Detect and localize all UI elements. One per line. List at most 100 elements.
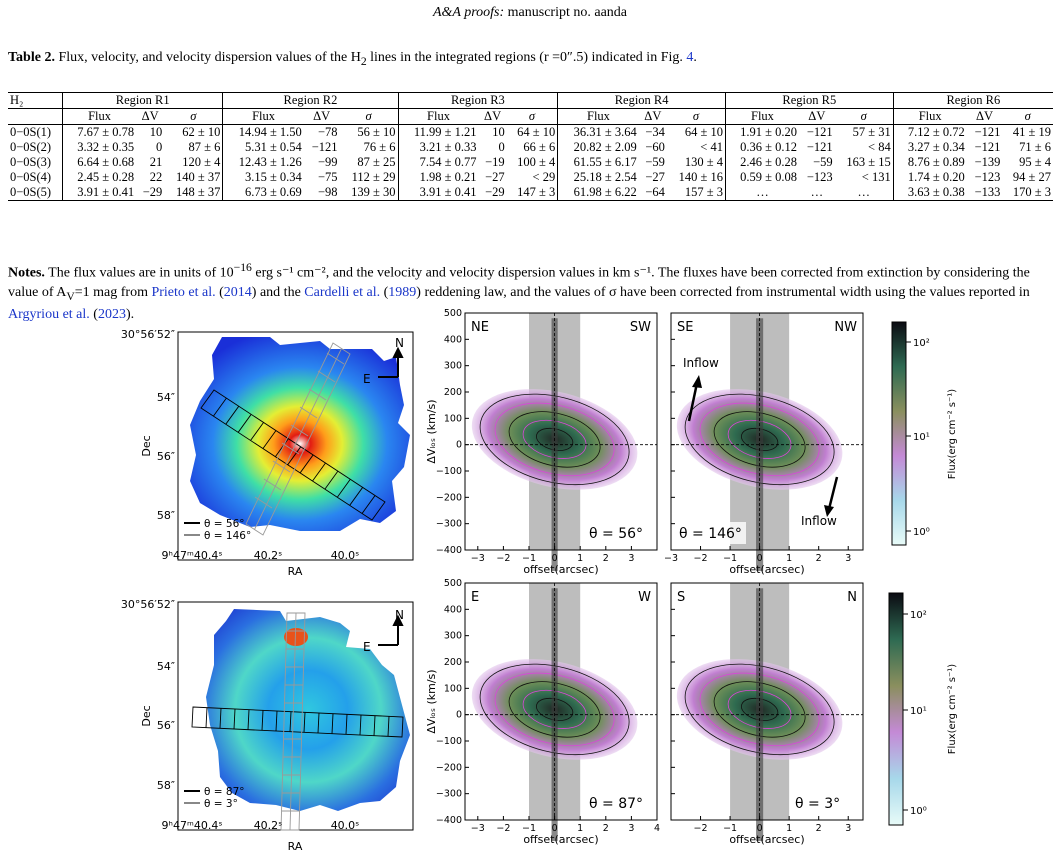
caption-end: . (693, 50, 697, 65)
contour (727, 689, 792, 729)
table-cell: 7.12 ± 0.72 (892, 124, 967, 140)
cite-prieto-year[interactable]: 2014 (223, 284, 252, 300)
dec-axis-label: Dec (140, 705, 153, 726)
table-cell: 41 ± 19 (1012, 125, 1051, 139)
x-tick-label: 4 (654, 823, 660, 834)
figure-4: N E θ = 56° θ = 146° 30°56′52″ 54″ 56″ 5… (121, 308, 958, 853)
table-cell: 1.91 ± 0.20 (724, 124, 799, 140)
table-cell: 64 ± 10 (684, 125, 723, 139)
column-header: ΔV (966, 108, 1003, 125)
column-header: ΔV (638, 108, 667, 125)
dec-tick: 54″ (157, 391, 175, 404)
compass-rose (378, 614, 404, 646)
table-cell: −29 (478, 185, 507, 201)
contour (699, 402, 820, 477)
x-tick-label: 2 (816, 553, 822, 564)
x-tick-label: 3 (628, 553, 634, 564)
ra-axis-label: RA (288, 565, 303, 578)
cite-argyriou[interactable]: Argyriou et al. (8, 307, 90, 323)
cite-cardelli-year[interactable]: 1989 (388, 284, 417, 300)
inflow-arrow (687, 382, 699, 422)
journal-name: A&A proofs: (432, 5, 505, 20)
table-cell: < 29 (532, 170, 556, 184)
x-axis-label: offset(arcsec) (523, 563, 598, 576)
y-tick-label: −300 (436, 519, 462, 530)
cite-prieto[interactable]: Prieto et al. (151, 284, 216, 300)
table-cell: 148 ± 37 (164, 185, 223, 201)
x-tick-label: 1 (577, 823, 583, 834)
pv-panel: −3 −2 −1 0 1 2 3 offset(arcsec) SE NW θ = 146° Infl… (664, 312, 864, 576)
table-cell: −121 (974, 140, 1001, 154)
x-tick-label: −3 (471, 553, 485, 564)
y-tick-label: −100 (436, 466, 462, 477)
y-tick-label: 300 (444, 631, 462, 642)
map-emission (206, 609, 410, 811)
x-tick-label: 3 (628, 823, 634, 834)
cite-cardelli[interactable]: Cardelli et al. (304, 284, 381, 300)
table-row: 0−0S(5) 3.91 ± 0.41 −29 148 ± 37 6.73 ± 0.69… (8, 185, 1053, 201)
y-tick-label: 100 (444, 413, 462, 424)
column-header: ΔV (136, 108, 165, 125)
x-axis-label: offset(arcsec) (523, 833, 598, 846)
table-cell: 21 (149, 155, 163, 169)
notes-end: . (130, 307, 135, 323)
contour (494, 402, 615, 477)
contour (508, 681, 601, 738)
table-cell: 62 ± 10 (182, 125, 221, 139)
table-cell: 87 ± 25 (357, 155, 396, 169)
table-cell: 3.15 ± 0.34 (222, 170, 304, 185)
notes-text-5: reddening law, and the values of σ have … (420, 284, 1030, 300)
table-cell: −27 (485, 170, 505, 184)
table-cell: 1.98 ± 0.21 (397, 170, 479, 185)
table-cell: 11.99 ± 1.21 (397, 124, 479, 140)
cite-argyriou-year[interactable]: 2023 (97, 307, 126, 323)
ra-tick: 9ʰ47ᵐ40.4ˢ (162, 549, 223, 562)
table-cell: 130 ± 4 (684, 155, 723, 169)
y-tick-label: 300 (444, 361, 462, 372)
table-cell: 0 (156, 140, 163, 154)
table-row: 0−0S(4) 2.45 ± 0.28 22 140 ± 37 3.15 ± 0.34−… (8, 170, 1053, 185)
column-header: σ (666, 108, 726, 125)
table-cell: 5.31 ± 0.54 (222, 140, 304, 155)
x-tick-label: −1 (522, 823, 536, 834)
x-tick-label: 1 (577, 553, 583, 564)
table-cell: −29 (136, 185, 165, 201)
slit-theta-87 (191, 706, 404, 738)
cbar-tick: 10⁰ (913, 527, 930, 538)
corner-blank (8, 108, 63, 125)
y-tick-label: 400 (444, 334, 462, 345)
table-cell: −99 (317, 155, 338, 169)
column-header: σ (1002, 108, 1053, 125)
ra-tick: 40.0ˢ (331, 819, 360, 832)
table-cell: −34 (645, 125, 665, 139)
table-cell: 0 (498, 140, 505, 154)
dec-tick: 30°56′52″ (121, 598, 175, 611)
slit-theta-3 (280, 612, 306, 831)
table-cell: 14.94 ± 1.50 (222, 124, 304, 140)
arrow-head (692, 375, 702, 388)
column-header: σ (164, 108, 223, 125)
region-header: Region R2 (222, 92, 399, 109)
table-cell: 6.64 ± 0.68 (62, 155, 137, 170)
colorbar-top: 10² 10¹ 10⁰ Flux(erg cm⁻² s⁻¹) (891, 321, 958, 546)
table-cell: −123 (806, 170, 833, 184)
caption-text: Flux, velocity, and velocity dispersion … (54, 50, 361, 65)
x-tick-label: −1 (522, 553, 536, 564)
table-cell: 157 ± 3 (666, 185, 726, 201)
y-tick-label: 0 (456, 710, 462, 721)
map-peak (284, 628, 308, 646)
table-cell: 3.32 ± 0.35 (62, 140, 137, 155)
line-label: 0−0S(4) (10, 170, 52, 184)
notes-label: Notes. (8, 265, 45, 281)
contour (684, 393, 835, 486)
x-tick-label: −2 (496, 553, 510, 564)
y-tick-label: −400 (436, 815, 462, 826)
figure-link[interactable]: 4 (686, 50, 694, 65)
column-header: Flux (724, 108, 799, 125)
table-cell: 7.54 ± 0.77 (397, 155, 479, 170)
table-cell: 20.82 ± 2.09 (557, 140, 639, 155)
table-cell: −133 (966, 185, 1003, 201)
contour (494, 672, 615, 747)
column-header: ΔV (303, 108, 340, 125)
table-cell: −121 (974, 125, 1001, 139)
